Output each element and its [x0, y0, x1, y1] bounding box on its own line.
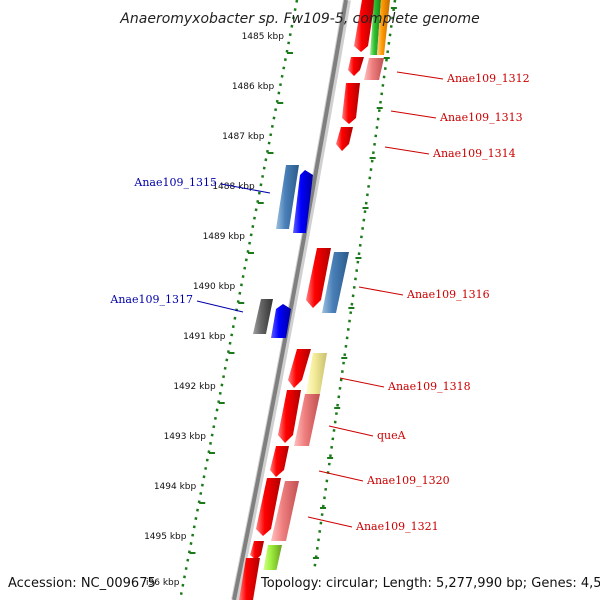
leader-line	[220, 183, 271, 194]
feature-band	[180, 0, 398, 600]
gene-label[interactable]: Anae109_1314	[432, 147, 516, 160]
gene-1320-red[interactable]	[270, 446, 289, 477]
leader-line	[196, 300, 244, 313]
page-title: Anaeromyxobacter sp. Fw109-5, complete g…	[119, 11, 479, 27]
leader-line	[339, 377, 385, 388]
footer-right-bg	[258, 570, 600, 600]
gene-top-orange[interactable]	[377, 0, 390, 55]
leader-line	[396, 71, 444, 80]
gene-Anae109_1316[interactable]	[322, 252, 349, 313]
kbp-tick-label: 1487 kbp	[222, 132, 265, 142]
gene-label[interactable]: Anae109_1316	[406, 288, 490, 301]
tick-labels: 1485 kbp 1486 kbp 1487 kbp 1488 kbp 1489 kbp…	[144, 32, 284, 542]
gene-label[interactable]: Anae109_1321	[355, 520, 439, 533]
gene-Anae109_1313[interactable]	[342, 83, 360, 124]
gene-Anae109_1315-box[interactable]	[276, 165, 299, 229]
clipped-tick-label: i96 kbp	[146, 578, 180, 588]
genome-backbone	[232, 0, 348, 600]
gene-label[interactable]: Anae109_1320	[366, 474, 450, 487]
gene-Anae109_1316-red[interactable]	[306, 248, 331, 308]
kbp-tick-label: 1490 kbp	[193, 282, 236, 292]
gene-label[interactable]: queA	[377, 429, 407, 442]
gene-Anae109_1317-arrow[interactable]	[271, 304, 291, 338]
gene-top-red[interactable]	[354, 0, 375, 52]
leader-line	[318, 470, 364, 482]
gene-top-green[interactable]	[370, 0, 381, 55]
gene-Anae109_1318[interactable]	[306, 353, 327, 394]
gene-label[interactable]: Anae109_1317	[109, 293, 193, 306]
kbp-tick-label: 1485 kbp	[242, 32, 285, 42]
kbp-tick-label: 1488 kbp	[212, 182, 255, 192]
leader-line	[328, 425, 374, 437]
gene-Anae109_1320[interactable]	[256, 478, 281, 536]
kbp-tick-label: 1493 kbp	[164, 432, 207, 442]
gene-label[interactable]: Anae109_1312	[446, 72, 530, 85]
gene-Anae109_1314[interactable]	[336, 127, 353, 151]
accession-text: Accession: NC_009675	[8, 576, 156, 591]
reverse-strand-features	[253, 165, 313, 338]
leader-line	[307, 516, 353, 528]
gene-Anae109_1312[interactable]	[364, 58, 384, 80]
leader-line	[390, 110, 437, 119]
gene-queA[interactable]	[294, 394, 320, 446]
gene-Anae109_1315-arrow[interactable]	[293, 170, 313, 233]
gene-label[interactable]: Anae109_1315	[133, 176, 217, 189]
leader-line	[384, 146, 430, 155]
kbp-tick-label: 1489 kbp	[203, 232, 246, 242]
gene-Anae109_1318-red[interactable]	[288, 349, 311, 388]
kbp-tick-label: 1492 kbp	[173, 382, 216, 392]
tick-marks	[189, 7, 397, 559]
gene-1312-red[interactable]	[348, 57, 364, 76]
gene-bottom-red-2[interactable]	[239, 558, 260, 600]
gene-Anae109_1321[interactable]	[271, 481, 299, 541]
gene-queA-red[interactable]	[278, 390, 301, 443]
genome-summary-text: Topology: circular; Length: 5,277,990 bp…	[260, 576, 600, 591]
kbp-tick-label: 1491 kbp	[183, 332, 226, 342]
label-leader-lines	[196, 71, 444, 528]
kbp-tick-label: 1494 kbp	[154, 482, 197, 492]
gene-bottom-red-1[interactable]	[250, 541, 264, 560]
gene-Anae109_1317-box[interactable]	[253, 299, 273, 334]
kbp-tick-label: 1495 kbp	[144, 532, 187, 542]
footer-left-bg	[0, 570, 180, 600]
gene-labels: Anae109_1312 Anae109_1313 Anae109_1314 Anae…	[109, 72, 529, 533]
leader-line	[358, 286, 404, 296]
gene-label[interactable]: Anae109_1318	[387, 380, 471, 393]
kbp-tick-label: 1486 kbp	[232, 82, 275, 92]
gene-bottom-lime[interactable]	[263, 545, 282, 572]
gene-label[interactable]: Anae109_1313	[439, 111, 523, 124]
